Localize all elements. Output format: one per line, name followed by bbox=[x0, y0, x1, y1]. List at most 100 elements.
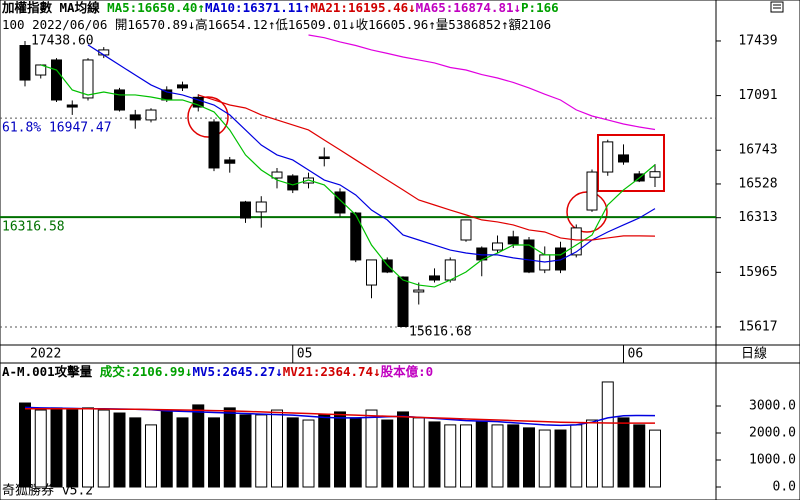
header-item: MA21:16195.46↓ bbox=[310, 0, 416, 15]
y-tick-label: 3000.0 bbox=[749, 398, 796, 413]
volume-bar bbox=[538, 429, 551, 488]
header-item: MV21:2364.74↓ bbox=[282, 364, 381, 379]
x-tick-label: 06 bbox=[628, 347, 644, 362]
candle-body bbox=[366, 259, 377, 286]
volume-bar bbox=[34, 409, 47, 488]
volume-bar bbox=[97, 409, 110, 488]
volume-bar bbox=[412, 417, 425, 488]
header-item: 加權指數 MA均線 bbox=[2, 0, 108, 15]
candle-body bbox=[318, 156, 330, 160]
candle-body bbox=[287, 175, 299, 191]
candle-body bbox=[208, 121, 220, 169]
volume-bar bbox=[444, 424, 457, 488]
y-tick-label: 15965 bbox=[738, 265, 777, 280]
period-label: 日線 bbox=[741, 346, 767, 362]
header-item: 股本億:0 bbox=[380, 364, 434, 379]
ma-line bbox=[40, 64, 656, 288]
candle-body bbox=[145, 109, 157, 121]
header-item: P:166 bbox=[521, 0, 559, 15]
volume-bar bbox=[633, 424, 646, 488]
volume-bar bbox=[318, 413, 331, 488]
volume-bar bbox=[507, 424, 520, 488]
volume-bar bbox=[286, 417, 299, 488]
candle-body bbox=[523, 239, 535, 273]
volume-bar bbox=[19, 402, 31, 488]
volume-bar bbox=[570, 424, 583, 488]
ma-line bbox=[87, 44, 656, 263]
volume-bar bbox=[491, 424, 504, 488]
candle-body bbox=[114, 89, 125, 111]
y-tick-label: 17439 bbox=[738, 33, 777, 48]
volume-bar bbox=[208, 417, 220, 488]
highlight-box bbox=[597, 134, 665, 192]
header-line: 100 2022/06/06 開16570.89↓高16654.12↑低1650… bbox=[2, 17, 551, 33]
volume-bar bbox=[586, 419, 598, 488]
candle-body bbox=[492, 242, 503, 251]
candle-body bbox=[82, 59, 94, 99]
header-item: 成交:2106.99↓ bbox=[99, 364, 193, 379]
volume-bar bbox=[192, 404, 205, 488]
volume-bar bbox=[145, 424, 157, 488]
volume-bar bbox=[334, 411, 346, 488]
volume-bar bbox=[239, 414, 252, 488]
level-label: 16316.58 bbox=[2, 220, 65, 235]
header-item: MA10:16371.11↑ bbox=[204, 0, 311, 15]
header-item: MA65:16874.81↓ bbox=[415, 0, 522, 15]
volume-bar bbox=[381, 419, 394, 488]
volume-bar bbox=[271, 409, 283, 488]
candle-body bbox=[66, 104, 78, 108]
x-tick-label: 05 bbox=[297, 347, 313, 362]
candle-body bbox=[602, 141, 614, 173]
candle-body bbox=[19, 45, 31, 81]
candle-body bbox=[240, 201, 251, 219]
candle-body bbox=[649, 171, 661, 178]
y-tick-label: 2000.0 bbox=[749, 425, 796, 440]
header-item: MV5:2645.27↓ bbox=[192, 364, 283, 379]
y-tick-label: 0.0 bbox=[773, 480, 796, 495]
level-label: 61.8% 16947.47 bbox=[2, 121, 112, 136]
header-line: 加權指數 MA均線 MA5:16650.40↑MA10:16371.11↑MA2… bbox=[2, 0, 559, 16]
volume-bar bbox=[176, 417, 189, 488]
y-tick-label: 16528 bbox=[738, 176, 777, 191]
volume-ma-line bbox=[25, 407, 656, 424]
candle-body bbox=[555, 247, 566, 271]
candle-body bbox=[255, 201, 267, 213]
candle-body bbox=[350, 212, 362, 261]
candle-body bbox=[177, 84, 188, 89]
volume-bar bbox=[50, 407, 63, 488]
ma-line bbox=[198, 94, 656, 241]
highlight-circle bbox=[187, 96, 229, 138]
menu-icon[interactable] bbox=[770, 1, 784, 13]
volume-bar bbox=[460, 424, 472, 488]
candle-body bbox=[51, 59, 62, 101]
candle-body bbox=[618, 154, 629, 163]
candle-body bbox=[334, 191, 346, 214]
volume-bar bbox=[428, 421, 441, 488]
candle-body bbox=[586, 171, 598, 211]
volume-bar bbox=[255, 414, 268, 488]
candle-body bbox=[129, 114, 141, 121]
volume-bar bbox=[160, 409, 173, 488]
volume-bar bbox=[365, 409, 378, 488]
candle-body bbox=[381, 259, 393, 273]
ma-line bbox=[308, 34, 656, 131]
volume-bar bbox=[66, 409, 79, 488]
volume-bar bbox=[223, 407, 236, 488]
volume-bar bbox=[397, 411, 409, 488]
volume-bar bbox=[617, 417, 630, 488]
y-tick-label: 15617 bbox=[738, 319, 777, 334]
candle-body bbox=[570, 227, 582, 256]
volume-bar bbox=[349, 417, 362, 488]
footer-label: 奇狐勝券 v5.2 bbox=[2, 483, 93, 499]
volume-header: A-M.001攻擊量 成交:2106.99↓MV5:2645.27↓MV21:2… bbox=[2, 364, 433, 380]
volume-bar bbox=[82, 407, 94, 488]
candle-body bbox=[460, 219, 472, 241]
y-tick-label: 16743 bbox=[738, 143, 777, 158]
volume-bar bbox=[129, 417, 142, 488]
volume-bar bbox=[554, 429, 567, 488]
y-tick-label: 1000.0 bbox=[749, 452, 796, 467]
volume-bar bbox=[302, 419, 315, 488]
annotation: 15616.68 bbox=[409, 324, 472, 339]
